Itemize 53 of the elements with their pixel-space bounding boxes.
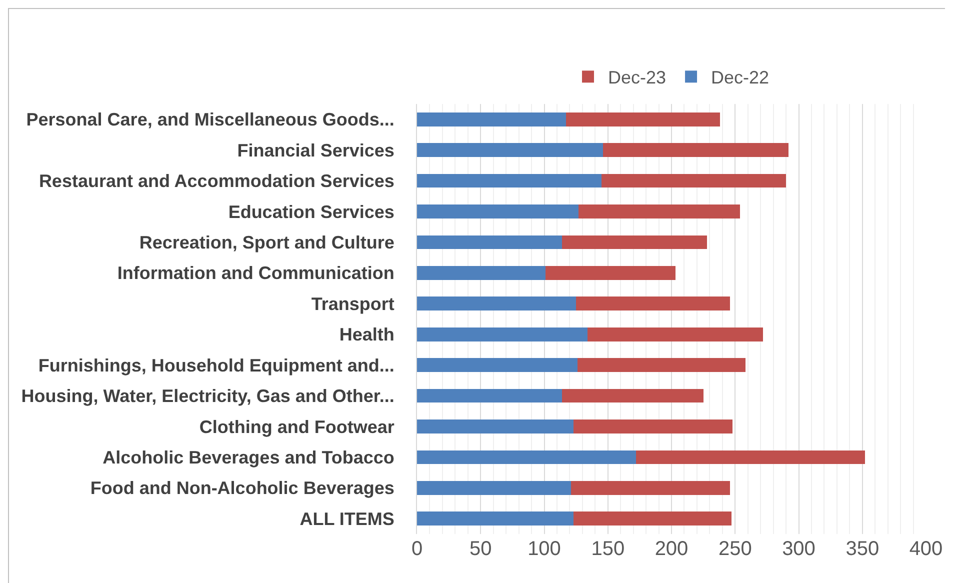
y-tick-label: Alcoholic Beverages and Tobacco — [102, 448, 394, 468]
bar — [574, 420, 733, 434]
bar — [588, 327, 764, 342]
bar — [417, 450, 636, 464]
bar — [417, 266, 546, 280]
y-tick-label: Health — [339, 324, 394, 345]
x-tick-label: 150 — [591, 538, 625, 560]
legend-label: Dec-23 — [608, 68, 666, 88]
bar — [546, 266, 676, 280]
bar — [417, 327, 588, 342]
bar — [574, 512, 732, 526]
bar — [417, 358, 578, 372]
x-tick-label: 350 — [846, 538, 880, 560]
x-tick-label: 400 — [909, 538, 943, 560]
x-tick-label: 300 — [782, 538, 816, 560]
bar — [417, 204, 579, 218]
bar — [417, 481, 571, 495]
y-tick-label: Education Services — [228, 202, 394, 222]
bar — [417, 174, 602, 188]
x-tick-label: 100 — [528, 538, 561, 560]
bar — [417, 420, 574, 434]
y-tick-label: Personal Care, and Miscellaneous Goods... — [26, 110, 394, 130]
y-tick-label: Financial Services — [237, 140, 394, 160]
bar — [417, 112, 566, 126]
y-tick-label: Information and Communication — [117, 263, 394, 284]
x-tick-label: 0 — [411, 538, 423, 560]
y-tick-label: Recreation, Sport and Culture — [139, 232, 394, 253]
x-tick-label: 250 — [718, 538, 752, 560]
x-tick-label: 200 — [654, 538, 688, 560]
legend-label: Dec-22 — [711, 68, 770, 88]
bar — [602, 143, 789, 157]
bar — [417, 296, 576, 311]
y-tick-label: Furnishings, Household Equipment and... — [38, 355, 394, 376]
bar — [636, 450, 865, 464]
y-tick-label: ALL ITEMS — [300, 508, 394, 529]
bar — [417, 235, 562, 250]
bar — [417, 143, 603, 157]
y-tick-label: Housing, Water, Electricity, Gas and Other... — [21, 386, 394, 406]
y-tick-label: Clothing and Footwear — [199, 416, 394, 437]
bar — [570, 481, 730, 495]
bar — [576, 296, 730, 311]
bar — [562, 235, 708, 250]
bar — [578, 204, 740, 218]
bar — [417, 388, 562, 403]
y-tick-label: Restaurant and Accommodation Services — [38, 171, 394, 192]
y-tick-label: Transport — [311, 294, 394, 314]
bar — [602, 174, 786, 188]
bar — [577, 358, 746, 372]
bar — [562, 388, 704, 403]
bar — [566, 112, 720, 126]
y-tick-label: Food and Non-Alcoholic Beverages — [90, 478, 394, 498]
bar — [417, 512, 574, 526]
x-tick-label: 50 — [470, 538, 492, 560]
